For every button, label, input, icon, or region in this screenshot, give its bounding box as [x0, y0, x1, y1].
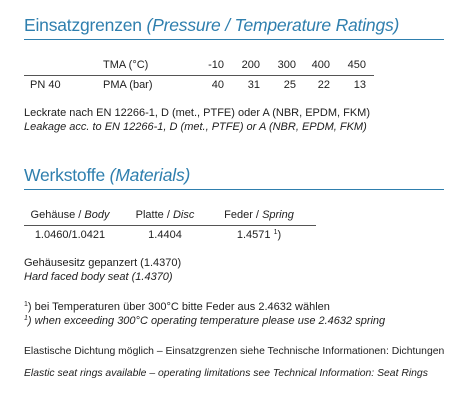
temp-value: 200 [241, 59, 260, 71]
disc-header-de: Platte / [135, 209, 170, 221]
temp-value: 450 [347, 59, 366, 71]
leakage-text-en: Leakage acc. to EN 12266-1, D (met., PTF… [24, 121, 367, 133]
leakage-text-de: Leckrate nach EN 12266-1, D (met., PTFE)… [24, 107, 371, 119]
body-seat-text-en: Hard faced body seat (1.4370) [24, 271, 173, 283]
temp-value: 300 [277, 59, 296, 71]
footnote-paren-en: ) [27, 315, 32, 327]
materials-section-rule [24, 189, 444, 190]
pressure-title-de: Einsatzgrenzen [24, 15, 142, 35]
body-material-value: 1.0460/1.0421 [34, 229, 106, 241]
pma-label: PMA (bar) [103, 79, 153, 91]
disc-header-en: Disc [172, 209, 195, 221]
pma-value: 40 [211, 79, 224, 91]
pressure-section-title: Einsatzgrenzen (Pressure / Temperature R… [24, 15, 399, 36]
footnote-paren-de: ) [27, 301, 32, 313]
body-header-en: Body [84, 209, 110, 221]
materials-title-en: (Materials) [109, 165, 191, 185]
pma-value: 31 [247, 79, 260, 91]
spring-material-value: 1.4571 1) [216, 229, 302, 242]
temp-value: 400 [311, 59, 330, 71]
disc-header: Platte / Disc [130, 209, 200, 222]
elastic-seal-text-de: Elastische Dichtung möglich – Einsatzgre… [24, 346, 445, 357]
body-header: Gehäuse / Body [24, 209, 116, 222]
footnote-mark-en: 1 [24, 315, 28, 322]
materials-section-title: Werkstoffe (Materials) [24, 165, 190, 186]
pma-value: 22 [317, 79, 330, 91]
pma-value: 13 [353, 79, 366, 91]
pn-label: PN 40 [30, 79, 61, 91]
materials-table-rule [24, 225, 316, 226]
materials-title-de: Werkstoffe [24, 165, 105, 185]
body-seat-text-de: Gehäusesitz gepanzert (1.4370) [24, 257, 182, 269]
spring-footnote-paren: ) [277, 229, 282, 241]
spring-footnote-mark: 1 [273, 229, 278, 236]
spring-header-de: Feder / [224, 209, 259, 221]
disc-material-value: 1.4404 [148, 229, 182, 241]
pressure-section-rule [24, 39, 444, 40]
pma-value: 25 [283, 79, 296, 91]
footnote-text-en: when exceeding 300°C operating temperatu… [31, 315, 386, 327]
spring-header-en: Spring [262, 209, 294, 221]
elastic-seal-text-en: Elastic seat rings available – operating… [24, 368, 428, 379]
spring-value-text: 1.4571 [236, 229, 271, 241]
body-header-de: Gehäuse / [30, 209, 82, 221]
footnote-text-de: bei Temperaturen über 300°C bitte Feder … [31, 301, 330, 313]
pressure-table-rule [24, 75, 374, 76]
pressure-title-en: (Pressure / Temperature Ratings) [146, 15, 400, 35]
footnote-mark-de: 1 [24, 301, 28, 308]
temp-header-label: TMA (°C) [103, 59, 149, 71]
footnote-en: 1) when exceeding 300°C operating temper… [24, 315, 385, 328]
temp-value: -10 [208, 59, 224, 71]
spring-header: Feder / Spring [216, 209, 302, 222]
footnote-de: 1) bei Temperaturen über 300°C bitte Fed… [24, 301, 330, 314]
